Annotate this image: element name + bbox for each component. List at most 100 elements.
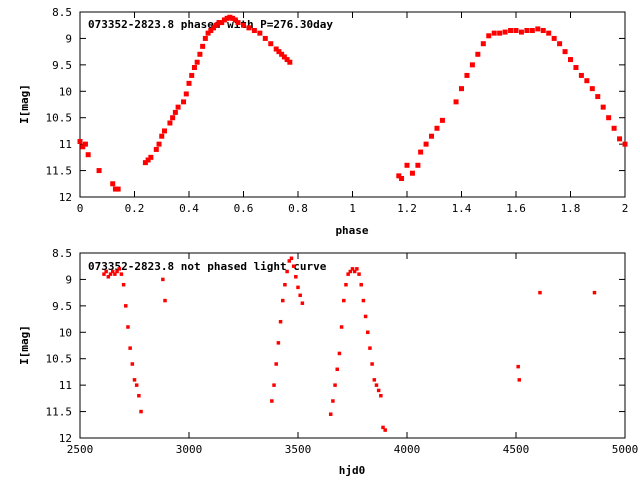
unphased-y-axis-label: I[mag] — [18, 325, 31, 365]
phased-data-point — [568, 57, 573, 63]
unphased-data-point — [119, 272, 124, 276]
phased-data-point — [189, 72, 195, 78]
phased-data-point — [404, 162, 410, 168]
unphased-data-point — [516, 364, 520, 369]
unphased-data-point — [124, 304, 128, 308]
unphased-data-point — [106, 275, 111, 279]
unphased-y-tick-label: 10 — [59, 326, 72, 339]
phased-data-point — [486, 33, 492, 39]
phased-x-tick-label: 0.2 — [125, 202, 145, 215]
phased-x-ticks: 0 0.2 0.4 0.6 0.8 1 1.2 1.4 1.6 1.8 2 — [77, 12, 628, 215]
phased-data-point — [221, 17, 227, 23]
phased-data-point — [453, 99, 459, 105]
unphased-data-point — [298, 293, 302, 298]
phased-y-tick-label: 9.5 — [52, 59, 72, 72]
unphased-y-tick-label: 8.5 — [52, 247, 72, 260]
phased-light-curve-panel: 073352-2823.8 phased with P=276.30day ph… — [18, 6, 628, 237]
phased-y-tick-label: 8.5 — [52, 6, 72, 19]
unphased-data-point — [163, 298, 167, 303]
phased-x-tick-label: 0 — [77, 202, 84, 215]
unphased-data-point — [104, 269, 108, 274]
unphased-data-point — [350, 267, 355, 271]
phased-x-tick-label: 0.6 — [234, 202, 254, 215]
phased-x-tick-label: 1.8 — [561, 202, 581, 215]
phased-data-point — [497, 30, 503, 36]
phased-data-point — [241, 22, 246, 28]
phased-x-axis-label: phase — [335, 224, 368, 237]
unphased-data-point — [592, 290, 597, 295]
phased-data-point — [213, 22, 219, 28]
phased-x-tick-label: 1.2 — [397, 202, 417, 215]
phased-data-point — [232, 17, 238, 23]
unphased-data-point — [366, 330, 370, 335]
phased-data-point — [159, 133, 165, 139]
unphased-data-point — [331, 399, 335, 403]
unphased-y-tick-label: 10.5 — [46, 353, 73, 366]
phased-y-axis-label: I[mag] — [18, 84, 31, 124]
unphased-x-tick-label: 4000 — [394, 443, 421, 456]
unphased-x-tick-label: 3000 — [176, 443, 203, 456]
unphased-data-point — [121, 282, 126, 287]
unphased-data-point — [285, 269, 289, 274]
phased-data-point — [573, 65, 579, 70]
unphased-y-tick-label: 11 — [59, 379, 72, 392]
unphased-data-point — [370, 362, 374, 366]
unphased-data-point — [346, 272, 350, 276]
phased-data-point — [156, 141, 162, 147]
phased-data-point — [200, 43, 206, 49]
unphased-y-ticks: 8.5 9 9.5 10 10.5 11 11.5 12 — [46, 247, 625, 445]
phased-data-point — [429, 133, 435, 139]
unphased-x-axis-label: hjd0 — [339, 464, 366, 477]
unphased-data-point — [278, 319, 283, 324]
phased-y-tick-label: 10 — [59, 85, 72, 98]
phased-y-tick-label: 12 — [59, 191, 72, 204]
phased-data-point — [418, 149, 424, 155]
phased-data-point — [273, 46, 279, 52]
phased-data-point — [161, 128, 167, 134]
phased-data-point — [276, 49, 282, 55]
phased-y-tick-label: 11 — [59, 138, 72, 151]
phased-data-point — [611, 125, 617, 131]
phased-x-tick-label: 0.8 — [288, 202, 308, 215]
phased-data-point — [202, 35, 208, 41]
phased-data-point — [622, 141, 628, 147]
phased-data-point — [434, 125, 440, 131]
unphased-light-curve-panel: 073352-2823.8 not phased light curve hjd… — [18, 247, 638, 477]
unphased-data-point — [287, 259, 292, 263]
phased-data-point — [415, 162, 421, 168]
unphased-data-point — [379, 393, 383, 398]
phased-data-point — [284, 57, 290, 63]
unphased-data-point — [113, 272, 117, 276]
phased-data-point — [167, 120, 173, 126]
phased-data-point — [175, 104, 181, 110]
unphased-data-point — [276, 341, 281, 345]
phased-data-point — [524, 28, 530, 33]
phased-data-point — [142, 160, 148, 166]
phased-data-point — [153, 146, 159, 152]
phased-plot-frame — [79, 11, 626, 198]
phased-data-point — [439, 117, 445, 123]
unphased-data-point — [374, 383, 379, 387]
phased-data-point — [77, 139, 83, 144]
phased-data-point — [230, 15, 236, 21]
phased-data-point — [279, 51, 285, 57]
phased-data-point — [578, 72, 584, 78]
phased-data-point — [535, 26, 541, 32]
unphased-x-ticks: 2500 3000 3500 4000 4500 5000 — [67, 253, 638, 456]
phased-data-point — [235, 20, 241, 26]
unphased-x-tick-label: 2500 — [67, 443, 94, 456]
unphased-data-point — [296, 285, 300, 290]
phased-data-point — [409, 170, 415, 176]
phased-data-point — [172, 109, 178, 115]
unphased-data-point — [108, 272, 113, 276]
unphased-y-tick-label: 11.5 — [46, 406, 73, 419]
phased-data-point — [606, 115, 612, 121]
unphased-y-tick-label: 9.5 — [52, 300, 72, 313]
unphased-data-points — [102, 256, 597, 432]
phased-data-point — [396, 173, 402, 179]
unphased-data-point — [280, 298, 285, 303]
phased-y-ticks: 8.5 9 9.5 10 10.5 11 11.5 12 — [46, 6, 625, 204]
unphased-data-point — [342, 298, 346, 303]
unphased-data-point — [337, 351, 342, 356]
